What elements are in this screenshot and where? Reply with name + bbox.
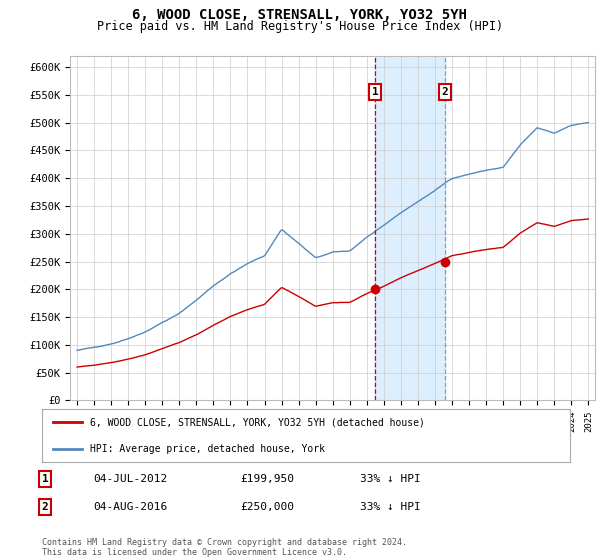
- Text: 2: 2: [442, 87, 448, 97]
- Bar: [376, 56, 445, 400]
- Text: £199,950: £199,950: [240, 474, 294, 484]
- Text: HPI: Average price, detached house, York: HPI: Average price, detached house, York: [89, 444, 325, 454]
- Text: 1: 1: [372, 87, 379, 97]
- Text: 33% ↓ HPI: 33% ↓ HPI: [360, 474, 421, 484]
- Text: 1: 1: [41, 474, 49, 484]
- Text: 04-AUG-2016: 04-AUG-2016: [93, 502, 167, 512]
- Text: Price paid vs. HM Land Registry's House Price Index (HPI): Price paid vs. HM Land Registry's House …: [97, 20, 503, 32]
- Text: 6, WOOD CLOSE, STRENSALL, YORK, YO32 5YH (detached house): 6, WOOD CLOSE, STRENSALL, YORK, YO32 5YH…: [89, 417, 424, 427]
- Text: 2: 2: [41, 502, 49, 512]
- Text: 33% ↓ HPI: 33% ↓ HPI: [360, 502, 421, 512]
- Text: Contains HM Land Registry data © Crown copyright and database right 2024.
This d: Contains HM Land Registry data © Crown c…: [42, 538, 407, 557]
- Text: 6, WOOD CLOSE, STRENSALL, YORK, YO32 5YH: 6, WOOD CLOSE, STRENSALL, YORK, YO32 5YH: [133, 8, 467, 22]
- Text: £250,000: £250,000: [240, 502, 294, 512]
- Text: 04-JUL-2012: 04-JUL-2012: [93, 474, 167, 484]
